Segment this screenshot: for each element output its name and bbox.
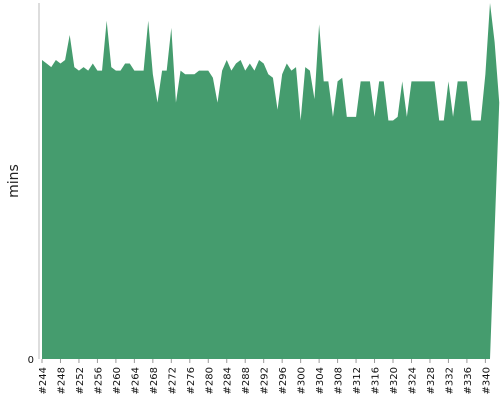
series-area — [42, 3, 500, 359]
x-tick-label: #312 — [352, 367, 363, 394]
x-tick-label: #300 — [297, 367, 308, 394]
x-tick-label: #304 — [315, 367, 326, 394]
x-tick-label: #264 — [130, 367, 141, 394]
x-tick-label: #340 — [481, 367, 492, 394]
x-tick-label: #336 — [463, 367, 474, 394]
x-tick-label: #260 — [112, 367, 123, 394]
x-tick-label: #284 — [223, 367, 234, 394]
y-axis-title: mins — [6, 164, 22, 198]
y-tick-label: 0 — [28, 355, 34, 366]
plot-area — [42, 3, 500, 359]
x-axis-ticks: #244 #248 #252 #256 #260 #264 #268 #272 #276 #280… — [38, 359, 492, 394]
x-tick-label: #244 — [38, 367, 49, 394]
x-tick-label: #288 — [241, 367, 252, 394]
x-tick-label: #292 — [260, 367, 271, 394]
y-axis-ticks: 0 — [28, 355, 34, 366]
x-tick-label: #316 — [371, 367, 382, 394]
x-tick-label: #256 — [93, 367, 104, 394]
x-tick-label: #276 — [186, 367, 197, 394]
x-tick-label: #296 — [278, 367, 289, 394]
x-tick-label: #332 — [444, 367, 455, 394]
x-tick-label: #308 — [334, 367, 345, 394]
x-tick-label: #320 — [389, 367, 400, 394]
x-tick-label: #328 — [426, 367, 437, 394]
x-tick-label: #252 — [75, 367, 86, 394]
x-tick-label: #248 — [56, 367, 67, 394]
x-tick-label: #268 — [149, 367, 160, 394]
x-tick-label: #280 — [204, 367, 215, 394]
x-tick-label: #324 — [407, 367, 418, 394]
x-tick-label: #272 — [167, 367, 178, 394]
